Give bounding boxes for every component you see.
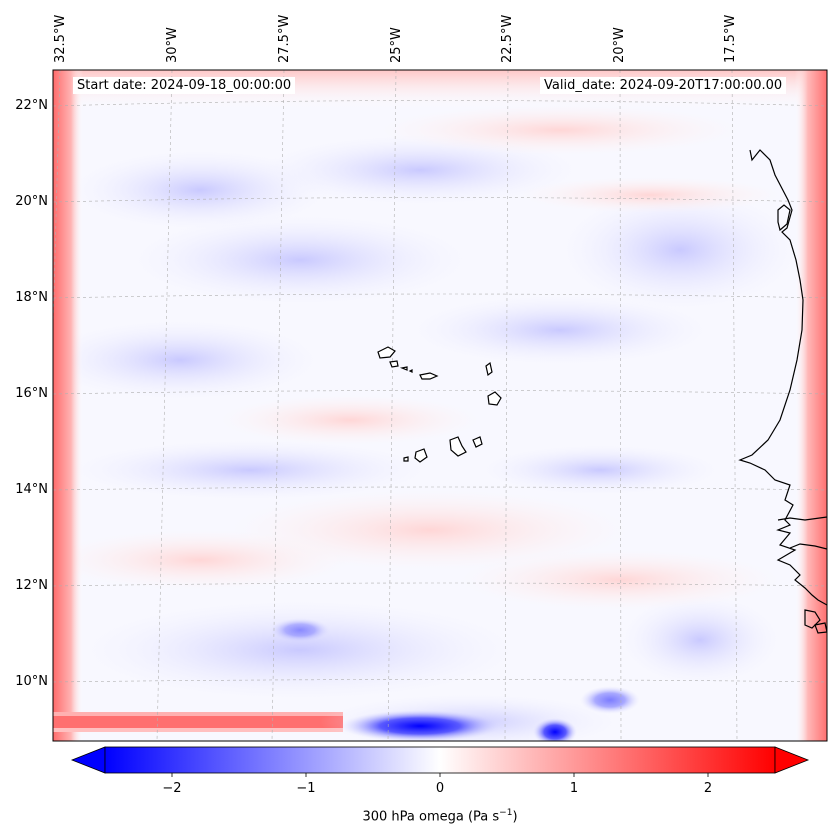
colorbar-tick-label: −1 [296,781,316,796]
coastline [738,149,827,634]
colorbar-tick-label: 2 [703,781,713,796]
lat-label: 18°N [15,290,48,305]
colorbar-tick-label: −2 [162,781,182,796]
lon-label: 30°W [165,27,180,63]
lat-label: 10°N [15,674,48,689]
colorbar-tick-label: 1 [569,781,579,796]
omega-field [53,70,827,741]
valid-date-label: Valid_date: 2024-09-20T17:00:00.00 [540,77,787,94]
colorbar-tick-label: 0 [435,781,445,796]
lat-label: 14°N [15,482,48,497]
colorbar-title: 300 hPa omega (Pa s−1) [362,808,518,825]
colorbar [70,746,810,777]
start-date-label: Start date: 2024-09-18_00:00:00 [73,77,296,94]
lon-label: 25°W [389,27,404,63]
lon-label: 20°W [612,27,627,63]
lon-label: 22.5°W [500,14,515,63]
map-frame [52,69,828,742]
lon-label: 17.5°W [723,14,738,63]
lon-label: 32.5°W [53,14,68,63]
lon-label: 27.5°W [277,14,292,63]
cape-verde-islands [377,346,502,463]
graticule [53,70,827,741]
lat-label: 16°N [15,386,48,401]
lat-label: 12°N [15,578,48,593]
lat-label: 20°N [15,194,48,209]
lat-label: 22°N [15,98,48,113]
